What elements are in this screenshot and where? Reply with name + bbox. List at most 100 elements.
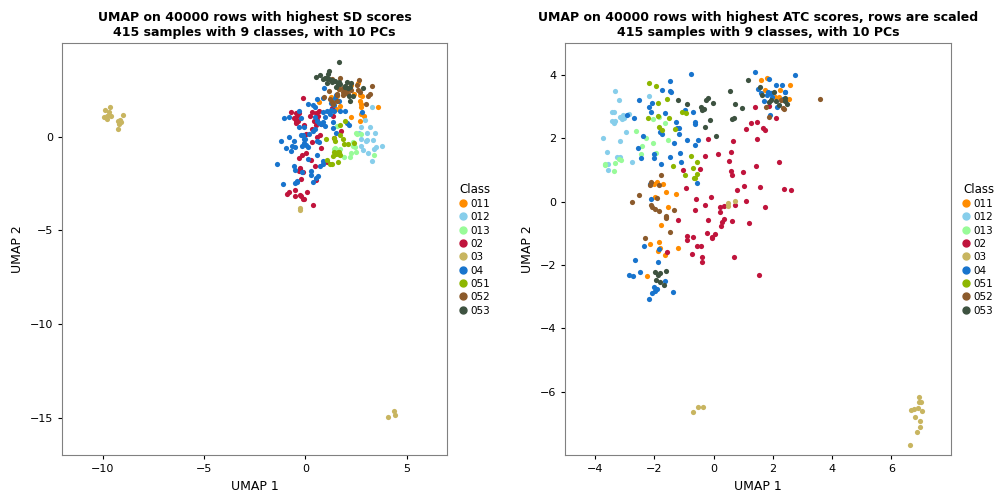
Point [910,404,926,412]
Point [648,149,664,157]
Point [292,191,308,199]
Point [310,138,327,146]
Point [612,153,628,161]
Point [358,138,374,146]
Point [641,79,657,87]
Point [298,141,314,149]
Point [616,113,632,121]
Point [340,90,356,98]
Point [364,82,380,90]
Point [701,216,717,224]
Point [329,92,345,100]
Point [320,70,336,78]
Point [906,405,922,413]
Point [643,201,659,209]
Point [330,158,346,166]
Point [346,139,362,147]
Point [670,216,686,224]
Point [763,96,779,104]
Point [366,151,382,159]
Point [654,179,670,187]
Point [319,156,335,164]
Point [614,115,630,123]
Point [98,105,114,113]
Point [811,95,828,103]
Point [330,91,346,99]
Point [707,229,723,237]
Point [665,288,681,296]
Point [724,115,740,123]
Point [354,92,370,100]
Point [343,81,359,89]
Point [766,88,782,96]
Point [643,195,659,203]
Point [279,190,295,198]
Point [739,197,755,205]
Point [342,92,358,100]
Point [288,109,304,117]
Point [769,103,785,111]
Point [652,269,668,277]
Point [323,93,339,101]
Point [305,202,322,210]
Point [914,407,930,415]
Point [740,76,756,84]
Point [716,215,732,223]
Point [327,149,343,157]
Point [729,186,745,195]
Point [329,83,345,91]
Point [694,106,710,114]
Point [327,107,343,115]
Y-axis label: UMAP 2: UMAP 2 [11,225,24,273]
Point [720,199,736,207]
Point [689,170,706,178]
Point [309,151,326,159]
Point [643,108,659,116]
Point [287,185,303,194]
Point [353,117,369,125]
Point [649,285,665,293]
Point [327,94,343,102]
Point [324,76,340,84]
Point [600,160,616,168]
Point [659,136,675,144]
Point [326,152,342,160]
Point [112,116,128,124]
Point [612,112,628,120]
Point [287,117,303,125]
Title: UMAP on 40000 rows with highest ATC scores, rows are scaled
415 samples with 9 c: UMAP on 40000 rows with highest ATC scor… [538,11,978,39]
Point [356,111,372,119]
Point [659,95,675,103]
Point [115,111,131,119]
Point [657,119,673,127]
Point [631,96,647,104]
Point [309,133,326,141]
Point [111,120,127,128]
Point [713,208,729,216]
Point [311,162,328,170]
Point [686,174,703,182]
Point [735,168,751,176]
Point [292,193,308,201]
Point [655,281,671,289]
Point [722,87,738,95]
Point [308,73,325,81]
Point [323,160,339,168]
Point [99,115,115,123]
Point [770,158,786,166]
Point [657,212,673,220]
Point [337,83,353,91]
Point [759,91,775,99]
Point [335,88,351,96]
Point [321,87,337,95]
Point [698,96,714,104]
Point [305,127,322,135]
Point [308,95,325,103]
Point [645,139,661,147]
Point [364,157,380,165]
Point [754,91,770,99]
Point [326,134,342,142]
Point [773,81,789,89]
Point [665,162,681,170]
Point [285,162,301,170]
